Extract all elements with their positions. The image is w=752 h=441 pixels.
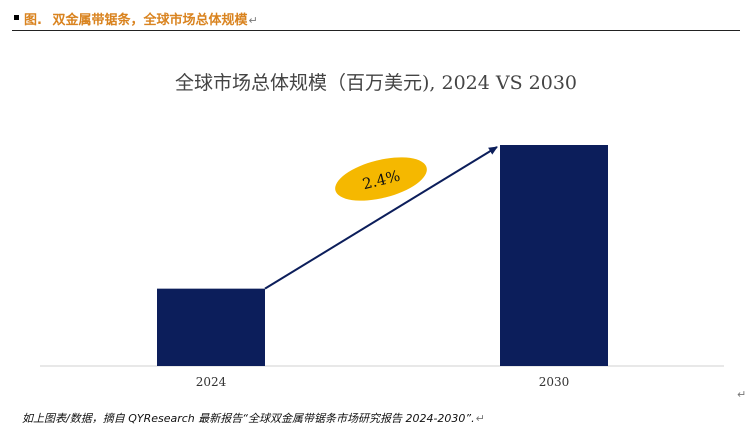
paragraph-mark-icon: ↵	[737, 388, 747, 401]
growth-ellipse	[335, 157, 427, 201]
bullet-icon	[14, 15, 19, 20]
source-note: 如上图表/数据，摘自 QYResearch 最新报告“全球双金属带锯条市场研究报…	[22, 410, 485, 426]
bars-layer	[157, 145, 608, 366]
paragraph-mark-icon: ↵	[248, 14, 258, 27]
growth-annotation: 2.4%	[335, 157, 427, 201]
chart-title: 全球市场总体规模（百万美元), 2024 VS 2030	[174, 72, 578, 94]
bar-2030	[500, 145, 608, 366]
bar-2024	[157, 288, 265, 366]
figure-title: 图. 双金属带锯条，全球市场总体规模↵	[24, 9, 258, 28]
tick-labels: 2024 2030	[196, 375, 570, 389]
growth-arrow	[264, 146, 498, 290]
figure-header: 图. 双金属带锯条，全球市场总体规模↵	[12, 8, 740, 31]
figure-caption: 双金属带锯条，全球市场总体规模	[52, 13, 248, 28]
source-note-text: 如上图表/数据，摘自 QYResearch 最新报告“全球双金属带锯条市场研究报…	[22, 412, 475, 425]
tick-label-2030: 2030	[539, 375, 570, 389]
figure-label: 图.	[24, 13, 42, 28]
paragraph-mark-icon: ↵	[475, 412, 485, 425]
tick-label-2024: 2024	[196, 375, 227, 389]
